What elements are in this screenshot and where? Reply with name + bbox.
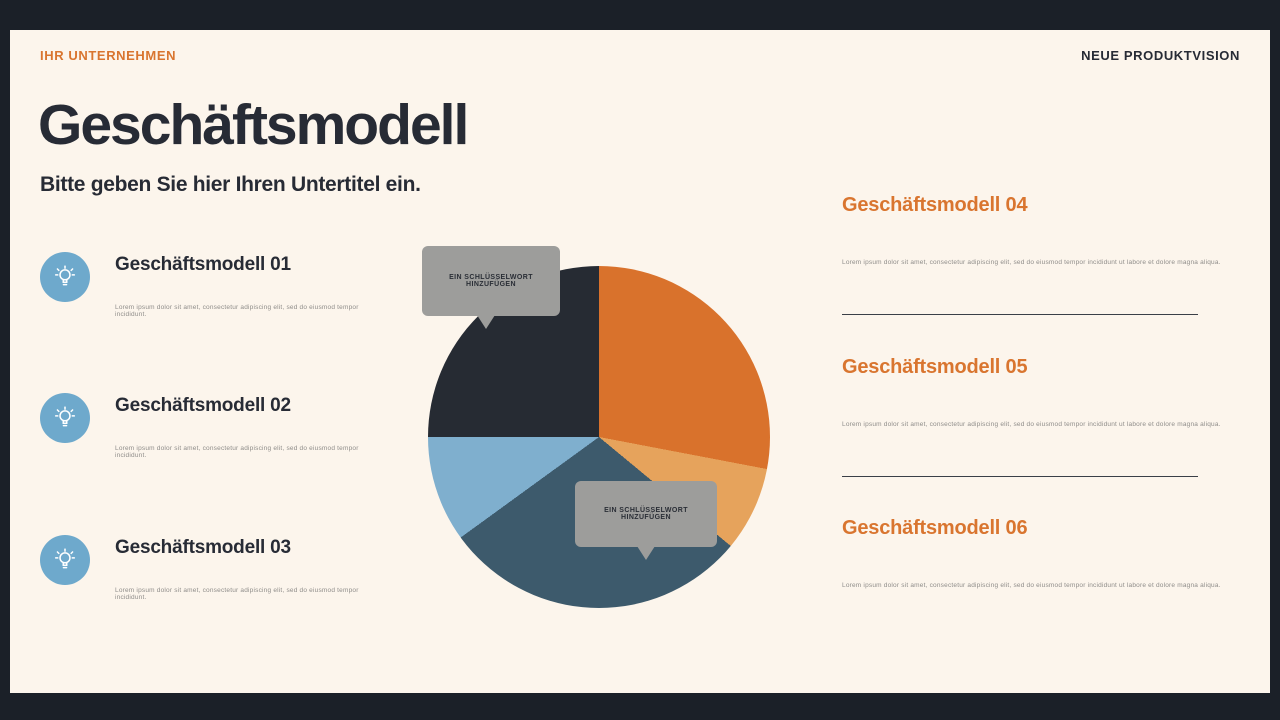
callout-bubble: EIN SCHLÜSSELWORT HINZUFÜGEN <box>575 481 717 560</box>
item-title: Geschäftsmodell 03 <box>115 537 291 558</box>
callout-text: EIN SCHLÜSSELWORT HINZUFÜGEN <box>449 274 533 288</box>
item-description: Lorem ipsum dolor sit amet, consectetur … <box>115 587 359 601</box>
item-title: Geschäftsmodell 01 <box>115 254 291 275</box>
item-title: Geschäftsmodell 02 <box>115 395 291 416</box>
divider <box>842 314 1198 315</box>
lightbulb-icon <box>40 393 90 443</box>
section-description: Lorem ipsum dolor sit amet, consectetur … <box>842 582 1221 589</box>
section-description: Lorem ipsum dolor sit amet, consectetur … <box>842 259 1221 266</box>
right-section: Geschäftsmodell 06 Lorem ipsum dolor sit… <box>842 517 1232 589</box>
right-section: Geschäftsmodell 04 Lorem ipsum dolor sit… <box>842 194 1232 315</box>
item-description: Lorem ipsum dolor sit amet, consectetur … <box>115 304 359 318</box>
right-section: Geschäftsmodell 05 Lorem ipsum dolor sit… <box>842 356 1232 477</box>
list-item: Geschäftsmodell 02 Lorem ipsum dolor sit… <box>40 393 370 459</box>
item-text: Geschäftsmodell 03 Lorem ipsum dolor sit… <box>115 535 365 601</box>
section-title: Geschäftsmodell 05 <box>842 356 1028 378</box>
page-title: Geschäftsmodell <box>38 93 469 157</box>
section-description: Lorem ipsum dolor sit amet, consectetur … <box>842 421 1221 428</box>
item-text: Geschäftsmodell 02 Lorem ipsum dolor sit… <box>115 393 365 459</box>
page-subtitle: Bitte geben Sie hier Ihren Untertitel ei… <box>40 173 421 196</box>
company-name: IHR UNTERNEHMEN <box>40 48 177 63</box>
callout-bubble: EIN SCHLÜSSELWORT HINZUFÜGEN <box>422 246 560 329</box>
list-item: Geschäftsmodell 01 Lorem ipsum dolor sit… <box>40 252 370 318</box>
list-item: Geschäftsmodell 03 Lorem ipsum dolor sit… <box>40 535 370 601</box>
section-title: Geschäftsmodell 04 <box>842 194 1028 216</box>
callout-text: EIN SCHLÜSSELWORT HINZUFÜGEN <box>604 507 688 521</box>
item-description: Lorem ipsum dolor sit amet, consectetur … <box>115 445 359 459</box>
item-text: Geschäftsmodell 01 Lorem ipsum dolor sit… <box>115 252 365 318</box>
lightbulb-icon <box>40 252 90 302</box>
section-title: Geschäftsmodell 06 <box>842 517 1028 539</box>
divider <box>842 476 1198 477</box>
slide-tagline: NEUE PRODUKTVISION <box>1081 48 1240 63</box>
lightbulb-icon <box>40 535 90 585</box>
slide-content: IHR UNTERNEHMEN NEUE PRODUKTVISION Gesch… <box>10 30 1270 693</box>
